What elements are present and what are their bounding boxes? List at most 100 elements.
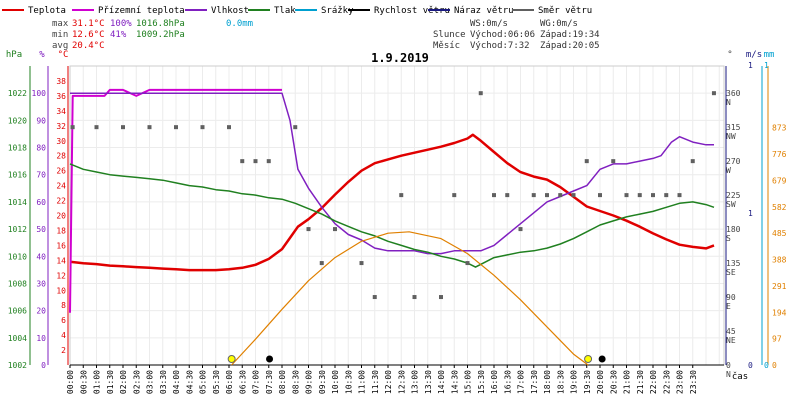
x-tick-label: 09:30 (318, 370, 327, 394)
tick-wind-deg: 180 (726, 225, 741, 234)
tick-temp: 38 (56, 77, 66, 86)
x-tick-label: 23:30 (689, 370, 698, 394)
series-line (231, 231, 589, 366)
x-tick-label: 04:30 (185, 370, 194, 394)
x-tick-label: 05:30 (212, 370, 221, 394)
series-line (70, 92, 714, 255)
legend-label: Rychlost větru (374, 6, 450, 16)
tick-humidity: 90 (36, 116, 46, 125)
tick-wind-speed: 1 (748, 209, 753, 218)
wind-dir-point (690, 159, 695, 164)
unit-ms: m/s (746, 50, 762, 60)
tick-wind-dir: N (726, 370, 731, 379)
stat-max-press: 1016.8hPa (136, 19, 185, 29)
tick-temp: 34 (56, 107, 66, 116)
stat-sun-rise: Východ:06:06 (470, 30, 535, 40)
legend-label: Vlhkost (211, 6, 249, 16)
x-tick-label: 16:30 (503, 370, 512, 394)
tick-wind-deg: 315 (726, 123, 741, 132)
tick-pressure: 1014 (8, 198, 27, 207)
stat-min-press: 1009.2hPa (136, 30, 185, 40)
wind-dir-point (306, 227, 311, 232)
x-tick-label: 02:30 (132, 370, 141, 394)
markers-layer (227, 355, 606, 363)
x-axis: 00:00 00:30 01:00 01:30 02:00 02:30 03:00 03:30… (66, 364, 724, 394)
stat-moon-label: Měsíc (433, 41, 460, 51)
x-tick-label: 00:30 (79, 370, 88, 394)
tick-pressure: 1002 (8, 361, 27, 370)
tick-wind-dir: E (726, 302, 731, 311)
wind-dir-point (478, 91, 483, 96)
tick-sun: 97 (772, 335, 782, 344)
wind-dir-point (372, 295, 377, 300)
x-tick-label: 03:00 (146, 370, 155, 394)
stat-min-label: min (52, 30, 68, 40)
tick-sun: 582 (772, 203, 787, 212)
x-tick-label: 06:30 (238, 370, 247, 394)
tick-humidity: 40 (36, 252, 46, 261)
wind-dir-point (293, 125, 298, 130)
wind-dir-point (558, 193, 563, 198)
tick-humidity: 10 (36, 334, 46, 343)
tick-pressure: 1016 (8, 171, 27, 180)
wind-dir-point (545, 193, 549, 198)
x-tick-label: 10:30 (344, 370, 353, 394)
stat-max-temp: 31.1°C (72, 19, 105, 29)
legend-label: Teplota (28, 6, 66, 16)
legend-label: Přízemní teplota (98, 6, 185, 16)
tick-wind-dir: SE (726, 268, 736, 277)
tick-sun: 776 (772, 150, 787, 159)
x-tick-label: 18:00 (543, 370, 552, 394)
wind-dir-point (598, 193, 602, 198)
tick-temp: 16 (56, 241, 66, 250)
tick-humidity: 60 (36, 198, 46, 207)
wind-dir-point (174, 125, 178, 130)
tick-temp: 36 (56, 92, 66, 101)
moonset-marker (598, 355, 606, 363)
x-tick-label: 15:00 (464, 370, 473, 394)
legend-label: Náraz větru (454, 6, 514, 16)
wind-dir-point (677, 193, 682, 198)
tick-humidity: 80 (36, 144, 46, 153)
wind-dir-point (147, 125, 152, 130)
tick-temp: 12 (56, 271, 66, 280)
tick-humidity: 100 (32, 89, 47, 98)
x-tick-label: 08:00 (278, 370, 287, 394)
tick-sun: 485 (772, 229, 787, 238)
wind-dir-point (452, 193, 457, 198)
wind-direction-layer (70, 91, 716, 300)
x-tick-label: 00:00 (66, 370, 75, 394)
tick-wind-dir: W (726, 166, 731, 175)
wind-dir-point (571, 193, 576, 198)
tick-temp: 18 (56, 226, 66, 235)
tick-rain: 0 (764, 361, 769, 370)
tick-pressure: 1006 (8, 307, 27, 316)
sunrise-marker (227, 355, 236, 363)
wind-dir-point (399, 193, 404, 198)
tick-pressure: 1012 (8, 225, 27, 234)
x-tick-label: 16:00 (490, 370, 499, 394)
tick-wind-dir: SW (726, 200, 736, 209)
unit-degc: °C (58, 50, 69, 60)
wind-dir-point (94, 125, 99, 130)
stat-avg-label: avg (52, 41, 68, 51)
unit-mm: mm (764, 50, 775, 60)
tick-wind-deg: 360 (726, 89, 741, 98)
x-tick-label: 14:30 (450, 370, 459, 394)
x-tick-label: 11:30 (371, 370, 380, 394)
tick-wind-speed: 0 (748, 361, 753, 370)
wind-dir-point (200, 125, 205, 130)
legend-label: Tlak (274, 6, 296, 16)
chart-title: 1.9.2019 (371, 51, 429, 65)
tick-temp: 22 (56, 197, 66, 206)
unit-pct: % (39, 50, 45, 60)
wind-dir-point (637, 193, 642, 198)
wind-dir-point (518, 227, 523, 232)
tick-wind-deg: 90 (726, 293, 736, 302)
tick-humidity: 50 (36, 225, 46, 234)
x-tick-label: 02:00 (119, 370, 128, 394)
wind-dir-point (240, 159, 245, 164)
stat-min-temp: 12.6°C (72, 30, 105, 40)
x-tick-label: 21:00 (623, 370, 632, 394)
